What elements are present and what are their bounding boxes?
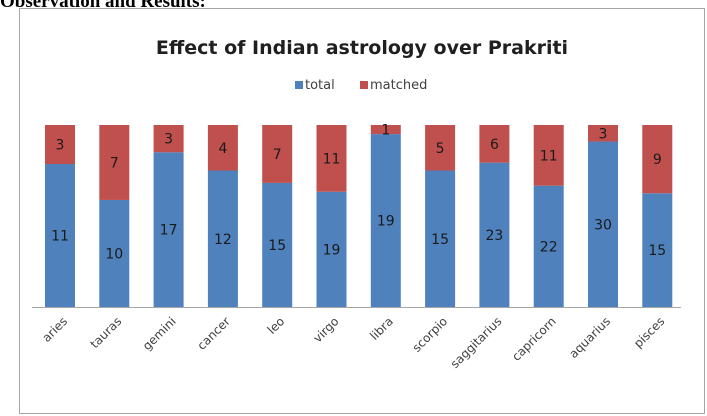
data-label-matched-aquarius: 3: [599, 126, 608, 142]
data-label-total-tauras: 10: [105, 246, 123, 262]
data-label-total-scorpio: 15: [431, 232, 449, 248]
tick-label-scorpio: scorpio: [410, 314, 451, 355]
tick-label-virgo: virgo: [310, 314, 341, 345]
tick-label-gemini: gemini: [140, 314, 179, 353]
bar-matched-scorpio: [425, 125, 456, 171]
bar-matched-cancer: [207, 125, 238, 171]
tick-label-aries: aries: [40, 314, 71, 345]
tick-label-pisces: pisces: [631, 314, 667, 350]
data-label-total-aquarius: 30: [594, 217, 612, 233]
tick-label-tauras: tauras: [88, 314, 125, 351]
data-label-total-capricorn: 22: [540, 239, 558, 255]
bar-total-pisces: [642, 193, 673, 307]
data-label-total-virgo: 19: [323, 242, 341, 258]
bar-total-tauras: [99, 199, 130, 307]
bar-matched-virgo: [316, 125, 347, 192]
data-label-total-gemini: 17: [160, 223, 178, 239]
tick-label-cancer: cancer: [194, 314, 233, 353]
legend-label-matched: matched: [370, 78, 427, 93]
data-label-total-saggitarius: 23: [485, 228, 503, 244]
legend-swatch-total: [295, 81, 303, 89]
bar-total-cancer: [207, 170, 238, 307]
bar-matched-aries: [45, 125, 75, 164]
bar-matched-aquarius: [588, 125, 618, 142]
data-label-matched-aries: 3: [56, 138, 65, 154]
legend-label-total: total: [305, 78, 335, 93]
tick-label-leo: leo: [265, 314, 288, 337]
tick-label-aquarius: aquarius: [566, 314, 613, 361]
data-label-matched-cancer: 4: [218, 141, 227, 157]
data-label-matched-pisces: 9: [653, 152, 662, 168]
bar-total-saggitarius: [479, 162, 510, 307]
bar-matched-saggitarius: [479, 125, 510, 163]
bar-matched-gemini: [153, 125, 184, 153]
x-axis-tick-labels: aries tauras gemini cancer leo virgo libra scor…: [40, 314, 668, 371]
data-label-matched-scorpio: 5: [436, 141, 445, 157]
data-label-matched-gemini: 3: [164, 132, 173, 148]
tick-label-libra: libra: [367, 314, 396, 343]
data-label-total-pisces: 15: [648, 243, 666, 259]
tick-label-capricorn: capricorn: [509, 314, 559, 364]
bar-total-aquarius: [588, 141, 618, 307]
bar-total-gemini: [153, 152, 184, 307]
tick-label-saggitarius: saggitarius: [448, 314, 505, 371]
bar-total-leo: [262, 182, 293, 307]
data-label-matched-virgo: 11: [323, 151, 341, 167]
data-label-total-aries: 11: [51, 229, 69, 245]
bar-total-capricorn: [533, 185, 564, 307]
bar-total-libra: [370, 134, 401, 307]
bar-matched-leo: [262, 125, 293, 183]
legend-swatch-matched: [360, 81, 368, 89]
data-label-matched-libra: 1: [381, 123, 390, 139]
bar-matched-capricorn: [533, 125, 564, 186]
data-label-matched-saggitarius: 6: [490, 137, 499, 153]
chart-bars: 11 3 10 7 17 3 12 4 15 7 19 11 19 1 15 5 23 6 22 11 30 3 15 9: [45, 123, 673, 307]
data-label-total-cancer: 12: [214, 232, 232, 248]
bar-total-scorpio: [425, 170, 456, 307]
data-label-matched-capricorn: 11: [540, 148, 558, 164]
bar-total-aries: [45, 164, 75, 307]
data-label-matched-leo: 7: [273, 147, 282, 163]
data-label-matched-tauras: 7: [110, 155, 119, 171]
bar-total-virgo: [316, 191, 347, 307]
data-label-total-libra: 19: [377, 214, 395, 230]
bar-matched-tauras: [99, 125, 130, 200]
chart-legend: total matched: [295, 78, 427, 93]
bar-matched-libra: [370, 125, 401, 135]
bar-matched-pisces: [642, 125, 673, 194]
chart-title: Effect of Indian astrology over Prakriti: [156, 37, 568, 59]
data-label-total-leo: 15: [268, 238, 286, 254]
